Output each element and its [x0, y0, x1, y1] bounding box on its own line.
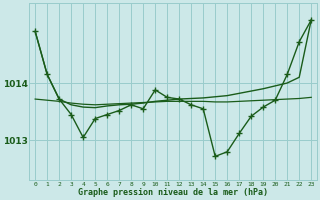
X-axis label: Graphe pression niveau de la mer (hPa): Graphe pression niveau de la mer (hPa)	[78, 188, 268, 197]
